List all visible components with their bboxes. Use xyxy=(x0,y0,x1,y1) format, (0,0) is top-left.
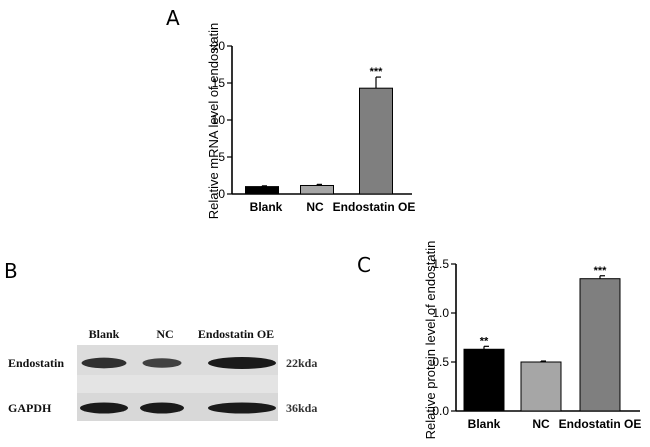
blot-lane-label: NC xyxy=(156,327,173,341)
chart-a-category-label: Blank xyxy=(250,200,283,214)
chart-a-bar xyxy=(245,186,279,195)
chart-c-ytick-label: 1.5 xyxy=(432,257,449,271)
chart-a-ylabel: Relative mRNA level of endostatin xyxy=(206,23,221,220)
chart-a-ytick-label: 10 xyxy=(212,113,226,127)
blot-row-label: Endostatin xyxy=(8,356,64,370)
panel-b-label: B xyxy=(4,259,18,283)
chart-c: Relative protein level of endostatin 0.0… xyxy=(423,241,641,440)
chart-c-significance: *** xyxy=(594,265,608,277)
chart-c-bar xyxy=(579,278,621,412)
chart-a-significance: *** xyxy=(370,66,384,78)
chart-a-ytick-label: 5 xyxy=(218,150,225,164)
chart-c-ytick-label: 0.5 xyxy=(432,355,449,369)
western-blot: Blank NC Endostatin OE Endostatin 22kda GAPDH… xyxy=(8,327,317,421)
panel-c-label: C xyxy=(357,253,371,277)
chart-c-bar xyxy=(520,361,562,412)
blot-band xyxy=(140,402,184,414)
chart-c-bar xyxy=(463,348,505,412)
chart-c-ytick-label: 0.0 xyxy=(432,404,449,418)
chart-c-significance: ** xyxy=(480,335,489,347)
blot-band xyxy=(81,357,127,369)
chart-a-category-label: NC xyxy=(306,200,324,214)
blot-size-label: 22kda xyxy=(286,356,317,370)
blot-lane-label: Blank xyxy=(89,327,120,341)
blot-lane-label: Endostatin OE xyxy=(198,327,274,341)
chart-c-category-label: Blank xyxy=(468,417,501,431)
chart-c-ylabel: Relative protein level of endostatin xyxy=(423,241,438,440)
chart-a-ytick-label: 15 xyxy=(212,76,226,90)
blot-size-label: 36kda xyxy=(286,401,317,415)
panel-a-label: A xyxy=(166,6,180,30)
blot-band xyxy=(142,358,182,368)
blot-band xyxy=(208,357,276,369)
chart-a-ytick-label: 20 xyxy=(212,39,226,53)
chart-c-category-label: NC xyxy=(532,417,550,431)
chart-a-bar xyxy=(300,184,334,195)
blot-row-label: GAPDH xyxy=(8,401,52,415)
chart-a-bar xyxy=(359,87,393,195)
chart-c-ytick-label: 1.0 xyxy=(432,306,449,320)
chart-c-category-label: Endostatin OE xyxy=(559,417,642,431)
blot-band xyxy=(208,402,276,414)
chart-a: Relative mRNA level of endostatin 0 5 10 15… xyxy=(206,23,415,220)
blot-band xyxy=(80,402,128,414)
chart-a-ytick-label: 0 xyxy=(218,187,225,201)
chart-a-category-label: Endostatin OE xyxy=(333,200,416,214)
